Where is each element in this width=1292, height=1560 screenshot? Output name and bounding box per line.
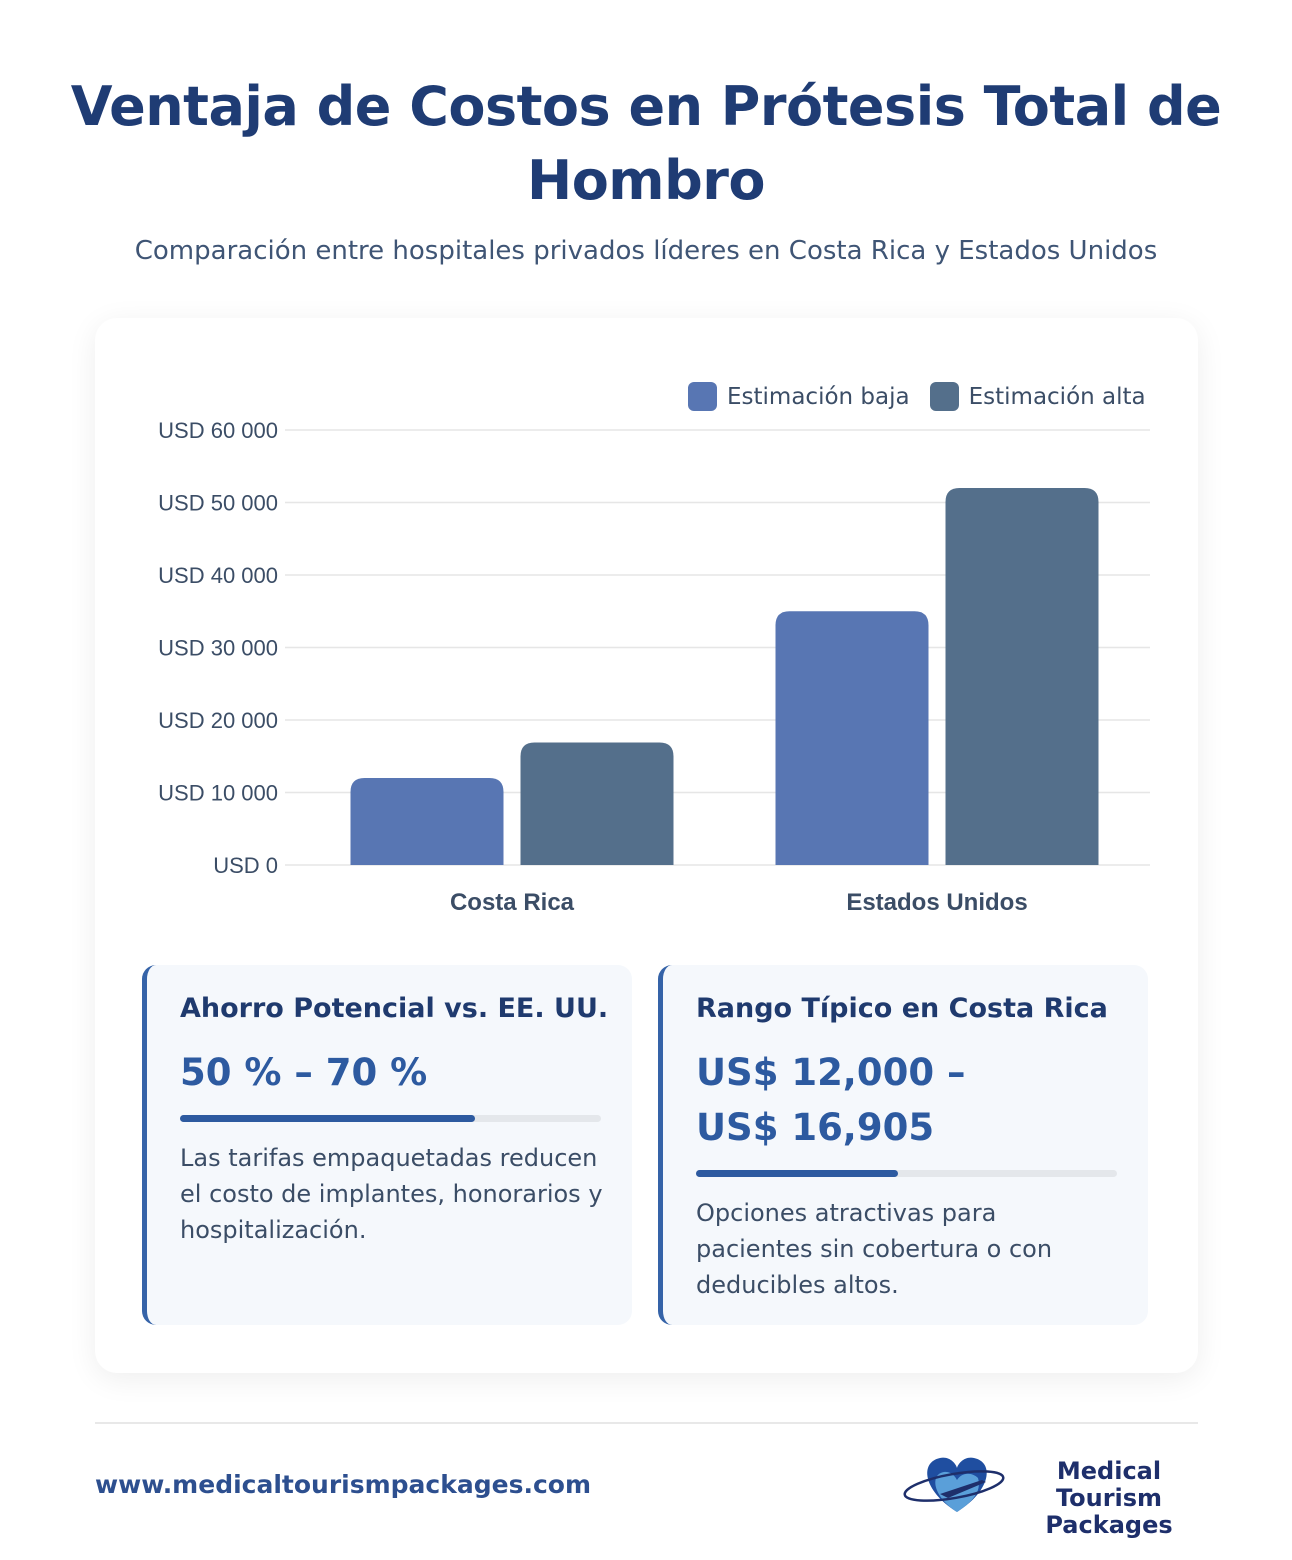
heart-airplane-icon [903, 1457, 1005, 1512]
website-link[interactable]: www.medicaltourismpackages.com [95, 1470, 592, 1499]
bar-low [775, 611, 929, 865]
legend-label-low: Estimación baja [727, 383, 910, 410]
y-tick-label: USD 0 [213, 853, 278, 878]
savings-title: Ahorro Potencial vs. EE. UU. [180, 993, 609, 1024]
range-progress [696, 1170, 1117, 1177]
range-value: US$ 12,000 – US$ 16,905 [696, 1051, 966, 1149]
footer-divider [95, 1422, 1198, 1424]
bar-low [350, 778, 504, 865]
savings-progress [180, 1115, 601, 1122]
savings-value: 50 % – 70 % [180, 1051, 428, 1094]
y-tick-label: USD 60 000 [158, 418, 278, 443]
bar-high [520, 742, 674, 865]
savings-card: Ahorro Potencial vs. EE. UU. 50 % – 70 %… [142, 965, 632, 1325]
y-tick-label: USD 20 000 [158, 708, 278, 733]
y-tick-label: USD 30 000 [158, 636, 278, 661]
savings-text: Las tarifas empaquetadas reducen el cost… [180, 1144, 603, 1244]
range-text: Opciones atractivas para pacientes sin c… [696, 1199, 1053, 1299]
x-tick-label: Costa Rica [450, 889, 575, 916]
y-tick-label: USD 50 000 [158, 491, 278, 516]
x-tick-label: Estados Unidos [846, 889, 1027, 916]
bar-chart: USD 0 USD 10 000 USD 20 000 USD 30 000 USD 4… [158, 418, 1150, 916]
range-card: Rango Típico en Costa Rica US$ 12,000 – … [658, 965, 1148, 1325]
legend-label-high: Estimación alta [968, 383, 1146, 410]
bar-high [945, 488, 1099, 865]
legend-swatch-low [688, 382, 717, 411]
y-tick-label: USD 10 000 [158, 781, 278, 806]
y-tick-label: USD 40 000 [158, 563, 278, 588]
page-subtitle: Comparación entre hospitales privados lí… [134, 236, 1158, 266]
range-title: Rango Típico en Costa Rica [696, 993, 1108, 1024]
chart-legend: Estimación baja Estimación alta [688, 382, 1146, 411]
logo: Medical Tourism Packages [1045, 1457, 1173, 1539]
legend-swatch-high [929, 382, 959, 411]
page-title: Ventaja de Costos en Prótesis Total de H… [70, 75, 1222, 212]
